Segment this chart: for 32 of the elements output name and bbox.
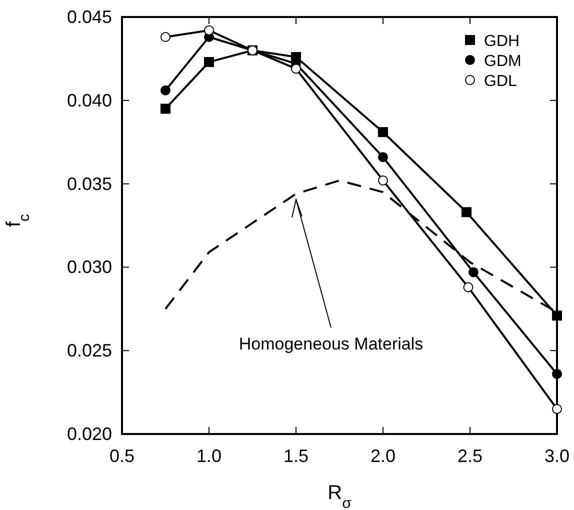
legend-label: GDL [484,73,517,90]
y-tick-label: 0.035 [66,174,112,194]
x-tick-label: 2.0 [370,446,396,466]
legend-label: GDH [484,33,520,50]
point [160,85,170,96]
point [204,25,214,36]
y-tick-label: 0.020 [66,424,112,444]
legend-label: GDM [484,53,522,70]
x-tick-label: 0.5 [109,446,135,466]
x-tick-label: 1.0 [196,446,222,466]
y-tick-label: 0.040 [66,90,112,110]
x-tick-label: 3.0 [544,446,570,466]
point [378,152,388,162]
annotation: Homogeneous Materials [238,334,424,354]
y-tick-label: 0.045 [66,7,112,27]
point [160,32,170,42]
point [204,57,214,68]
point [552,368,562,379]
y-tick-label: 0.030 [66,257,112,278]
x-tick-label: 2.5 [457,446,483,466]
point [291,64,301,74]
point [552,310,562,321]
y-tick-label: 0.025 [66,340,112,361]
point [462,207,472,218]
point [468,267,478,278]
point [463,282,474,292]
point [552,404,562,414]
x-axis-title: R$_{σ}$ [328,482,352,510]
point [378,127,388,138]
point [378,175,388,186]
point [160,104,170,114]
x-tick-label: 1.5 [283,446,309,466]
